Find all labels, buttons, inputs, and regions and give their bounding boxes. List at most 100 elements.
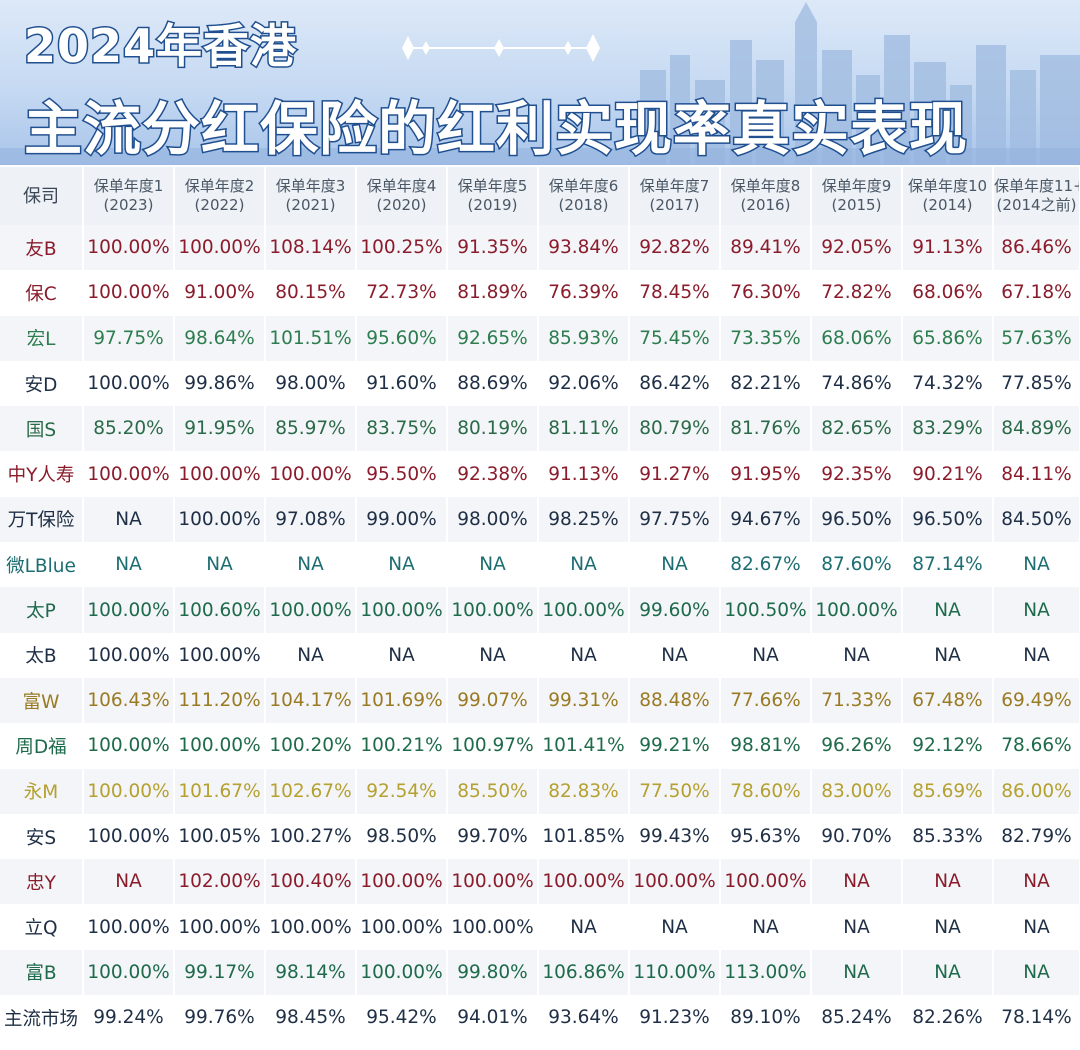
column-header-year-4: 保单年度4 (2020) — [356, 167, 448, 225]
company-name-cell: 立Q — [0, 904, 84, 950]
rate-cell: 99.43% — [629, 813, 721, 860]
column-header-year-11: 保单年度11+ (2014之前) — [993, 167, 1080, 225]
rate-cell: 78.66% — [993, 723, 1080, 769]
rate-cell: 65.86% — [902, 315, 994, 361]
rate-cell: 92.54% — [356, 768, 448, 814]
rate-cell: 69.49% — [993, 677, 1080, 724]
rate-cell: NA — [629, 904, 721, 950]
column-header-year-9: 保单年度9 (2015) — [811, 167, 903, 225]
column-header-label: 保单年度5 — [457, 177, 528, 195]
column-header-year-2: 保单年度2 (2022) — [174, 167, 266, 225]
rate-cell: NA — [83, 496, 175, 543]
column-header-label: 保单年度11+ — [994, 177, 1080, 195]
rate-cell: 100.00% — [720, 859, 812, 905]
company-name-cell: 友B — [0, 225, 84, 271]
rate-cell: 100.00% — [174, 451, 266, 497]
column-header-label: 保单年度4 — [366, 177, 437, 195]
rate-cell: 100.50% — [720, 587, 812, 633]
rate-cell: 99.70% — [447, 813, 539, 860]
rate-cell: 100.97% — [447, 723, 539, 769]
rate-cell: 98.00% — [265, 360, 357, 407]
rate-cell: 100.00% — [356, 859, 448, 905]
rate-cell: 102.00% — [174, 859, 266, 905]
rate-cell: NA — [720, 904, 812, 950]
rate-cell: 98.50% — [356, 813, 448, 860]
column-header-year-6: 保单年度6 (2018) — [538, 167, 630, 225]
rate-cell: 100.00% — [356, 949, 448, 996]
rate-cell: 100.00% — [265, 451, 357, 497]
column-header-year-10: 保单年度10 (2014) — [902, 167, 994, 225]
rate-cell: NA — [629, 632, 721, 678]
table-header-row: 保司 保单年度1 (2023) 保单年度2 (2022) 保单年度3 (2021) 保单年度… — [0, 167, 1080, 225]
table-row: 万T保险 NA 100.00% 97.08% 99.00% 98.00% 98.25% 97.… — [0, 496, 1080, 543]
rate-cell: 68.06% — [902, 270, 994, 316]
rate-cell: 91.13% — [902, 225, 994, 271]
rate-cell: 68.06% — [811, 315, 903, 361]
rate-cell: 113.00% — [720, 949, 812, 996]
rate-cell: 83.00% — [811, 768, 903, 814]
rate-cell: 91.35% — [447, 225, 539, 271]
column-header-year: (2022) — [194, 196, 245, 214]
rate-cell: 98.45% — [265, 995, 357, 1041]
rate-cell: 86.42% — [629, 360, 721, 407]
rate-cell: 100.00% — [174, 225, 266, 271]
rate-cell: NA — [811, 949, 903, 996]
rate-cell: 98.25% — [538, 496, 630, 543]
table-row: 微LBlue NA NA NA NA NA NA NA 82.67% 87.60% 87.14% NA — [0, 542, 1080, 588]
rate-cell: 71.33% — [811, 677, 903, 724]
rate-cell: NA — [993, 859, 1080, 905]
rate-cell: 76.30% — [720, 270, 812, 316]
rate-cell: 95.50% — [356, 451, 448, 497]
column-header-year: (2020) — [376, 196, 427, 214]
rate-cell: 77.66% — [720, 677, 812, 724]
rate-cell: 101.51% — [265, 315, 357, 361]
column-header-year-1: 保单年度1 (2023) — [83, 167, 175, 225]
rate-cell: 99.17% — [174, 949, 266, 996]
rate-cell: NA — [811, 632, 903, 678]
rate-cell: 83.29% — [902, 406, 994, 452]
rate-cell: 78.60% — [720, 768, 812, 814]
column-header-year: (2023) — [103, 196, 154, 214]
rate-cell: 92.65% — [447, 315, 539, 361]
rate-cell: 100.00% — [83, 949, 175, 996]
rate-cell: 100.00% — [538, 859, 630, 905]
rate-cell: 94.67% — [720, 496, 812, 543]
rate-cell: 100.00% — [83, 813, 175, 860]
rate-cell: NA — [902, 859, 994, 905]
rate-cell: NA — [993, 949, 1080, 996]
rate-cell: NA — [811, 904, 903, 950]
column-header-label: 保单年度2 — [184, 177, 255, 195]
rate-cell: 85.24% — [811, 995, 903, 1041]
rate-cell: NA — [902, 587, 994, 633]
column-header-company: 保司 — [0, 167, 84, 225]
table-row: 保C 100.00% 91.00% 80.15% 72.73% 81.89% 76.39% 7… — [0, 270, 1080, 316]
rate-cell: NA — [538, 904, 630, 950]
rate-cell: NA — [902, 949, 994, 996]
rate-cell: 91.27% — [629, 451, 721, 497]
table-row: 安D 100.00% 99.86% 98.00% 91.60% 88.69% 92.06% 8… — [0, 360, 1080, 407]
company-name-cell: 国S — [0, 406, 84, 452]
company-name-cell: 安S — [0, 813, 84, 860]
rate-cell: 96.50% — [902, 496, 994, 543]
column-header-label: 保单年度7 — [639, 177, 710, 195]
rate-cell: 108.14% — [265, 225, 357, 271]
rate-cell: NA — [993, 904, 1080, 950]
rate-cell: 72.73% — [356, 270, 448, 316]
table-row: 友B 100.00% 100.00% 108.14% 100.25% 91.35% 93.8… — [0, 225, 1080, 271]
table-row: 太B 100.00% 100.00% NA NA NA NA NA NA NA NA NA — [0, 632, 1080, 678]
rate-cell: 100.00% — [83, 587, 175, 633]
page-title: 主流分红保险的红利实现率真实表现 — [22, 94, 969, 165]
rate-cell: 80.19% — [447, 406, 539, 452]
rate-cell: 96.50% — [811, 496, 903, 543]
rate-cell: 85.33% — [902, 813, 994, 860]
company-name-cell: 永M — [0, 768, 84, 814]
company-name-cell: 微LBlue — [0, 542, 84, 588]
rate-cell: 91.95% — [174, 406, 266, 452]
rate-cell: 101.67% — [174, 768, 266, 814]
rate-cell: NA — [902, 632, 994, 678]
rate-cell: 77.85% — [993, 360, 1080, 407]
table-row: 安S 100.00% 100.05% 100.27% 98.50% 99.70% 101.8… — [0, 813, 1080, 860]
rate-cell: 87.60% — [811, 542, 903, 588]
rate-cell: 98.14% — [265, 949, 357, 996]
rate-cell: 100.00% — [538, 587, 630, 633]
